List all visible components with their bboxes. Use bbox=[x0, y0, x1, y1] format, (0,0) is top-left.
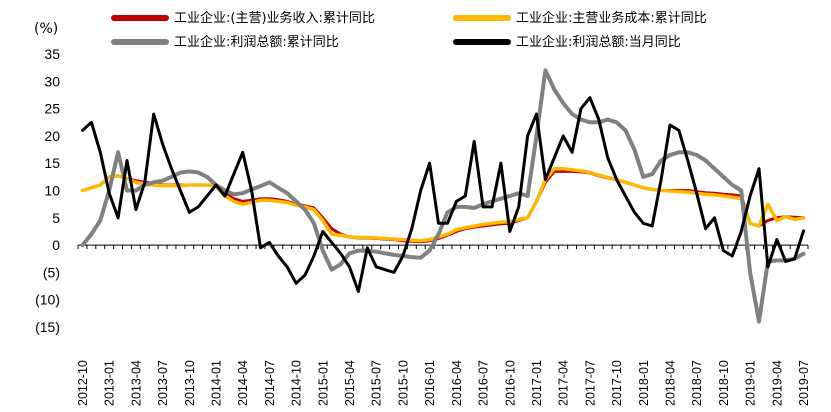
series-layer bbox=[80, 68, 806, 324]
x-tick-label: 2018-01 bbox=[637, 360, 651, 406]
x-tick-label: 2013-07 bbox=[156, 360, 170, 406]
x-tick-label: 2018-04 bbox=[664, 360, 678, 406]
legend-label-3: 工业企业:利润总额:当月同比 bbox=[516, 34, 681, 50]
x-tick-label: 2015-10 bbox=[396, 360, 410, 406]
x-tick-label: 2013-01 bbox=[103, 360, 117, 406]
x-tick-label: 2014-01 bbox=[209, 360, 223, 406]
y-tick-label: 0 bbox=[52, 237, 60, 253]
legend-label-2: 工业企业:利润总额:累计同比 bbox=[174, 34, 339, 50]
x-tick-label: 2017-07 bbox=[583, 360, 597, 406]
x-tick-label: 2014-07 bbox=[263, 360, 277, 406]
y-axis-ticks: 35 30 25 20 15 10 5 0 (5) (10) (15) bbox=[35, 46, 60, 335]
y-tick-label: (15) bbox=[35, 319, 60, 335]
x-tick-label: 2019-07 bbox=[797, 360, 811, 406]
x-tick-label: 2014-04 bbox=[236, 360, 250, 406]
x-tick-label: 2018-10 bbox=[717, 360, 731, 406]
legend: 工业企业:(主营)业务收入:累计同比 工业企业:主营业务成本:累计同比工业企业:利… bbox=[111, 10, 707, 50]
x-tick-label: 2017-10 bbox=[610, 360, 624, 406]
series-line-0 bbox=[81, 169, 805, 244]
y-axis-label: (%) bbox=[34, 21, 58, 37]
y-tick-label: 15 bbox=[44, 155, 60, 171]
series-line-3 bbox=[81, 96, 805, 293]
series-line-2 bbox=[80, 68, 806, 324]
x-tick-label: 2016-07 bbox=[477, 360, 491, 406]
x-tick-label: 2018-07 bbox=[690, 360, 704, 406]
x-tick-label: 2015-04 bbox=[343, 360, 357, 406]
legend-label-0: 工业企业:(主营)业务收入:累计同比 bbox=[174, 10, 375, 26]
y-tick-label: 30 bbox=[44, 73, 60, 89]
x-tick-label: 2013-04 bbox=[129, 360, 143, 406]
x-tick-label: 2016-01 bbox=[423, 360, 437, 406]
y-tick-label: 5 bbox=[52, 210, 60, 226]
x-tick-label: 2019-04 bbox=[770, 360, 784, 406]
x-tick-label: 2016-04 bbox=[450, 360, 464, 406]
x-tick-label: 2017-04 bbox=[557, 360, 571, 406]
y-tick-label: (10) bbox=[35, 292, 60, 308]
y-tick-label: 25 bbox=[44, 101, 60, 117]
x-tick-label: 2014-10 bbox=[290, 360, 304, 406]
x-axis: 2012-10 2013-01 2013-04 2013-07 2013-10 2014-… bbox=[76, 244, 811, 406]
legend-label-1: 工业企业:主营业务成本:累计同比 bbox=[516, 10, 707, 26]
y-tick-label: 35 bbox=[44, 46, 60, 62]
x-tick-label: 2015-07 bbox=[370, 360, 384, 406]
x-tick-label: 2016-10 bbox=[503, 360, 517, 406]
y-tick-label: 10 bbox=[44, 183, 60, 199]
series-line-1 bbox=[80, 166, 806, 243]
y-tick-label: (5) bbox=[43, 264, 60, 280]
x-tick-label: 2012-10 bbox=[76, 360, 90, 406]
x-tick-label: 2019-01 bbox=[744, 360, 758, 406]
x-tick-label: 2017-01 bbox=[530, 360, 544, 406]
y-tick-label: 20 bbox=[44, 128, 60, 144]
x-tick-label: 2015-01 bbox=[316, 360, 330, 406]
x-tick-label: 2013-10 bbox=[183, 360, 197, 406]
